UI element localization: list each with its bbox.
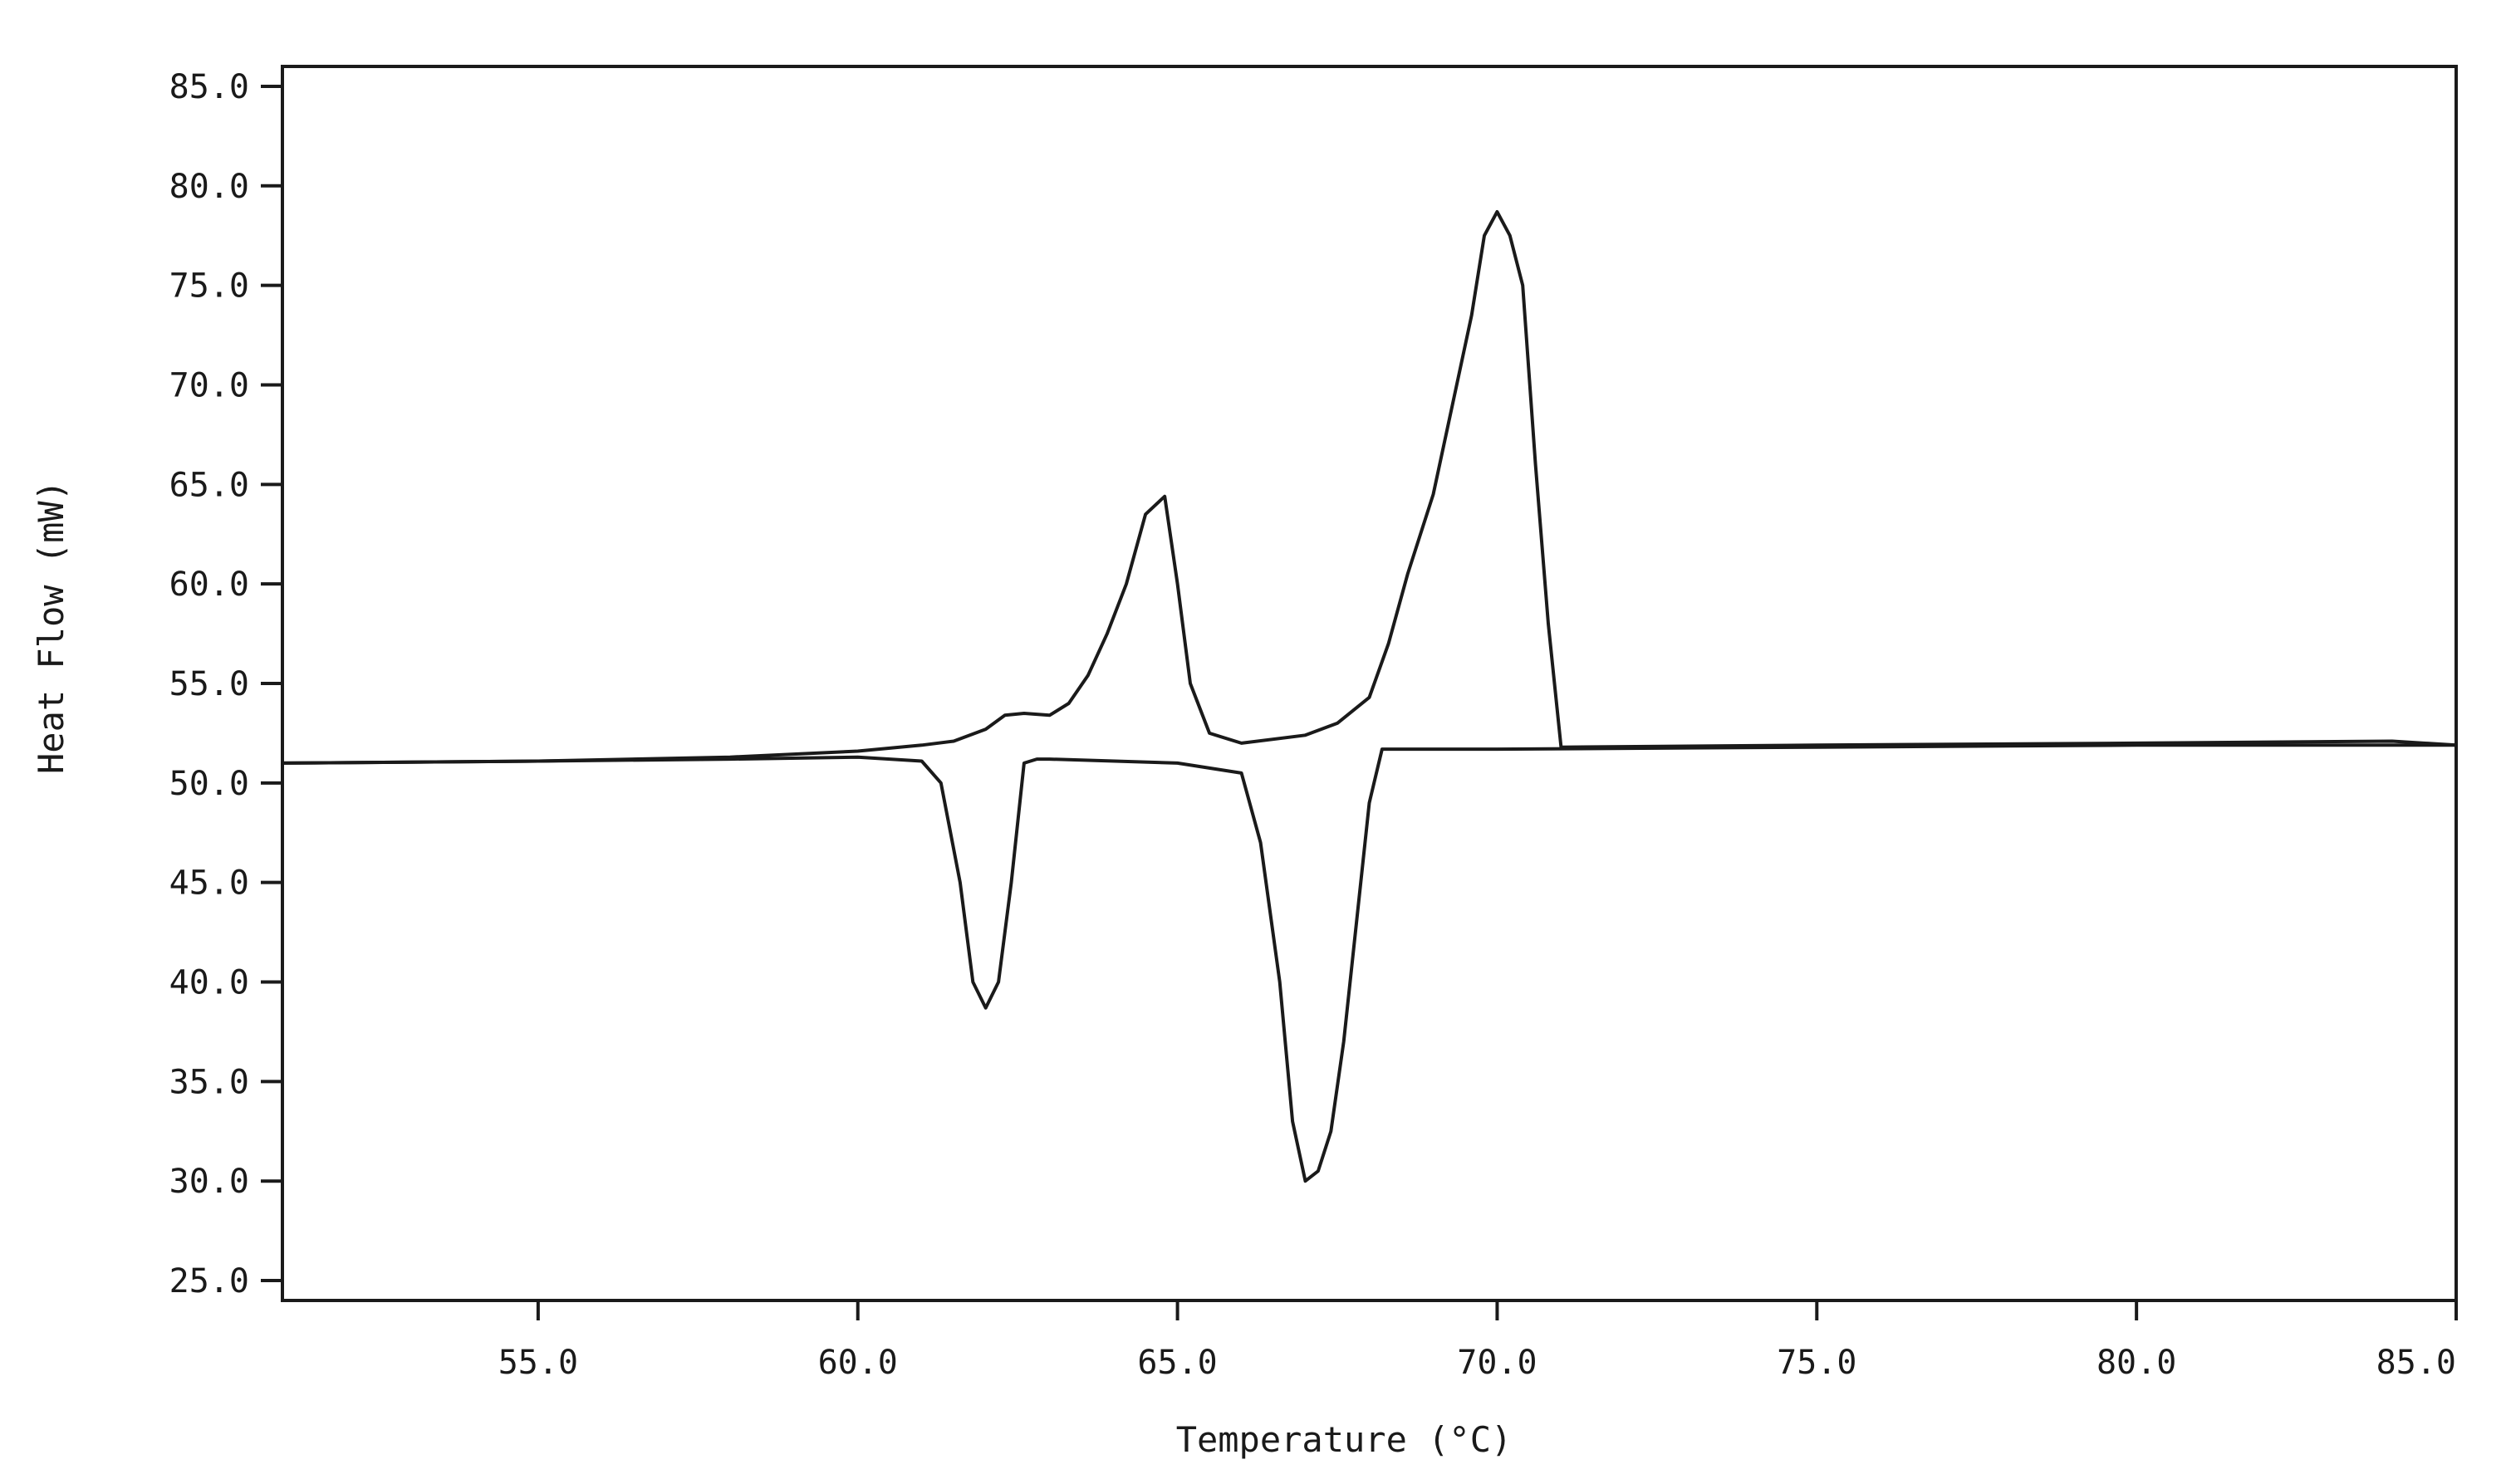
y-tick-label: 65.0 bbox=[169, 466, 249, 504]
x-tick-label: 85.0 bbox=[2376, 1344, 2456, 1382]
y-tick-label: 30.0 bbox=[169, 1163, 249, 1201]
x-axis-title: Temperature (°C) bbox=[1176, 1419, 1513, 1460]
y-tick-label: 55.0 bbox=[169, 665, 249, 703]
y-axis-ticks: 25.0 30.0 35.0 40.0 45.0 50.0 55.0 60.0 65.0 70.0… bbox=[169, 68, 282, 1300]
y-tick-label: 35.0 bbox=[169, 1063, 249, 1101]
x-tick-label: 65.0 bbox=[1137, 1344, 1217, 1382]
x-tick-label: 80.0 bbox=[2097, 1344, 2176, 1382]
y-tick-label: 40.0 bbox=[169, 964, 249, 1002]
series-line-1 bbox=[282, 210, 2457, 765]
y-axis-title: Heat Flow (mW) bbox=[31, 480, 71, 774]
x-tick-label: 75.0 bbox=[1777, 1344, 1856, 1382]
x-axis-ticks: 55.0 60.0 65.0 70.0 75.0 80.0 85.0 bbox=[498, 1300, 2458, 1382]
y-tick-label: 70.0 bbox=[169, 366, 249, 404]
plot-frame bbox=[281, 65, 2458, 1302]
y-tick-label: 75.0 bbox=[169, 267, 249, 306]
y-tick-label: 45.0 bbox=[169, 864, 249, 903]
series-layer bbox=[282, 210, 2457, 1183]
x-tick-label: 55.0 bbox=[498, 1344, 578, 1382]
y-tick-label: 25.0 bbox=[169, 1262, 249, 1300]
y-tick-label: 80.0 bbox=[169, 168, 249, 206]
y-tick-label: 60.0 bbox=[169, 566, 249, 604]
y-tick-label: 50.0 bbox=[169, 765, 249, 803]
x-tick-label: 70.0 bbox=[1457, 1344, 1537, 1382]
x-tick-label: 60.0 bbox=[818, 1344, 898, 1382]
y-tick-label: 85.0 bbox=[169, 68, 249, 106]
series-line-2 bbox=[282, 743, 2456, 1183]
